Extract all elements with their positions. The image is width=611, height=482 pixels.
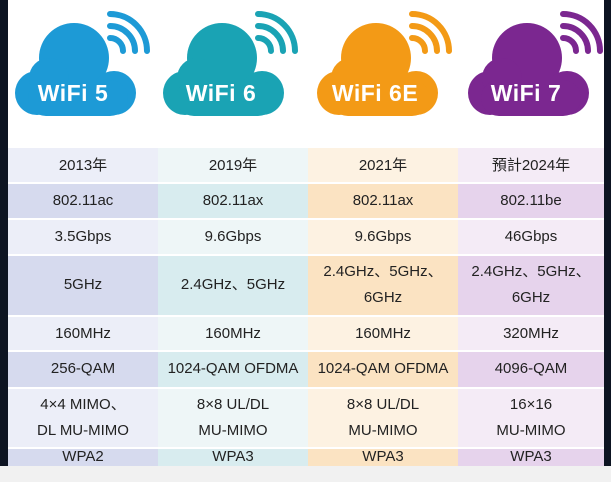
cloud-icon [163, 11, 298, 116]
cell: 4096-QAM [458, 351, 604, 387]
cloud-icon [15, 11, 150, 116]
cell: 9.6Gbps [158, 219, 308, 254]
cell: 預計2024年 [458, 149, 604, 183]
cell: 3.5Gbps [8, 219, 158, 254]
cell: 2.4GHz、5GHz、 6GHz [458, 255, 604, 315]
cell: 160MHz [158, 316, 308, 351]
cloud-icon [468, 11, 603, 116]
row-divider [8, 387, 604, 389]
standard-name: WiFi 6E [331, 80, 419, 106]
right-border [604, 0, 611, 482]
header-wifi-5: WiFi 5 [14, 8, 152, 142]
cell: 802.11ax [158, 183, 308, 218]
left-border [0, 0, 8, 482]
cell: 802.11ac [8, 183, 158, 218]
cell: 4×4 MIMO、 DL MU-MIMO [8, 388, 158, 447]
row-divider [8, 254, 604, 256]
cloud-icon [317, 11, 452, 116]
wifi-signal-icon [409, 11, 452, 54]
header-wifi-6e: WiFi 6E [316, 8, 454, 142]
cell: 160MHz [308, 316, 458, 351]
cell: WPA3 [158, 448, 308, 466]
cell: 1024-QAM OFDMA [158, 351, 308, 387]
cell: 802.11be [458, 183, 604, 218]
cell: 1024-QAM OFDMA [308, 351, 458, 387]
cell: 9.6Gbps [308, 219, 458, 254]
cell: 2013年 [8, 149, 158, 183]
standard-name: WiFi 5 [37, 80, 109, 106]
row-divider [8, 350, 604, 352]
cell: 8×8 UL/DL MU-MIMO [308, 388, 458, 447]
cell: 160MHz [8, 316, 158, 351]
cell: 2.4GHz、5GHz、 6GHz [308, 255, 458, 315]
wifi-signal-icon [107, 11, 150, 54]
standard-name: WiFi 6 [185, 80, 257, 106]
wifi-signal-icon [560, 11, 603, 54]
row-divider [8, 218, 604, 220]
cell: 256-QAM [8, 351, 158, 387]
cell: WPA3 [458, 448, 604, 466]
cell: 802.11ax [308, 183, 458, 218]
header-wifi-6: WiFi 6 [162, 8, 300, 142]
row-divider [8, 315, 604, 317]
cell: 16×16 MU-MIMO [458, 388, 604, 447]
cell: 320MHz [458, 316, 604, 351]
cell: 46Gbps [458, 219, 604, 254]
header-wifi-7: WiFi 7 [467, 8, 605, 142]
wifi-signal-icon [255, 11, 298, 54]
cell: 2.4GHz、5GHz [158, 255, 308, 315]
cell: 5GHz [8, 255, 158, 315]
bottom-border [0, 466, 611, 482]
row-divider [8, 447, 604, 449]
cell: 2021年 [308, 149, 458, 183]
cell: 8×8 UL/DL MU-MIMO [158, 388, 308, 447]
cell: WPA3 [308, 448, 458, 466]
row-divider [8, 182, 604, 184]
standard-name: WiFi 7 [490, 80, 562, 106]
cell: 2019年 [158, 149, 308, 183]
cell: WPA2 [8, 448, 158, 466]
